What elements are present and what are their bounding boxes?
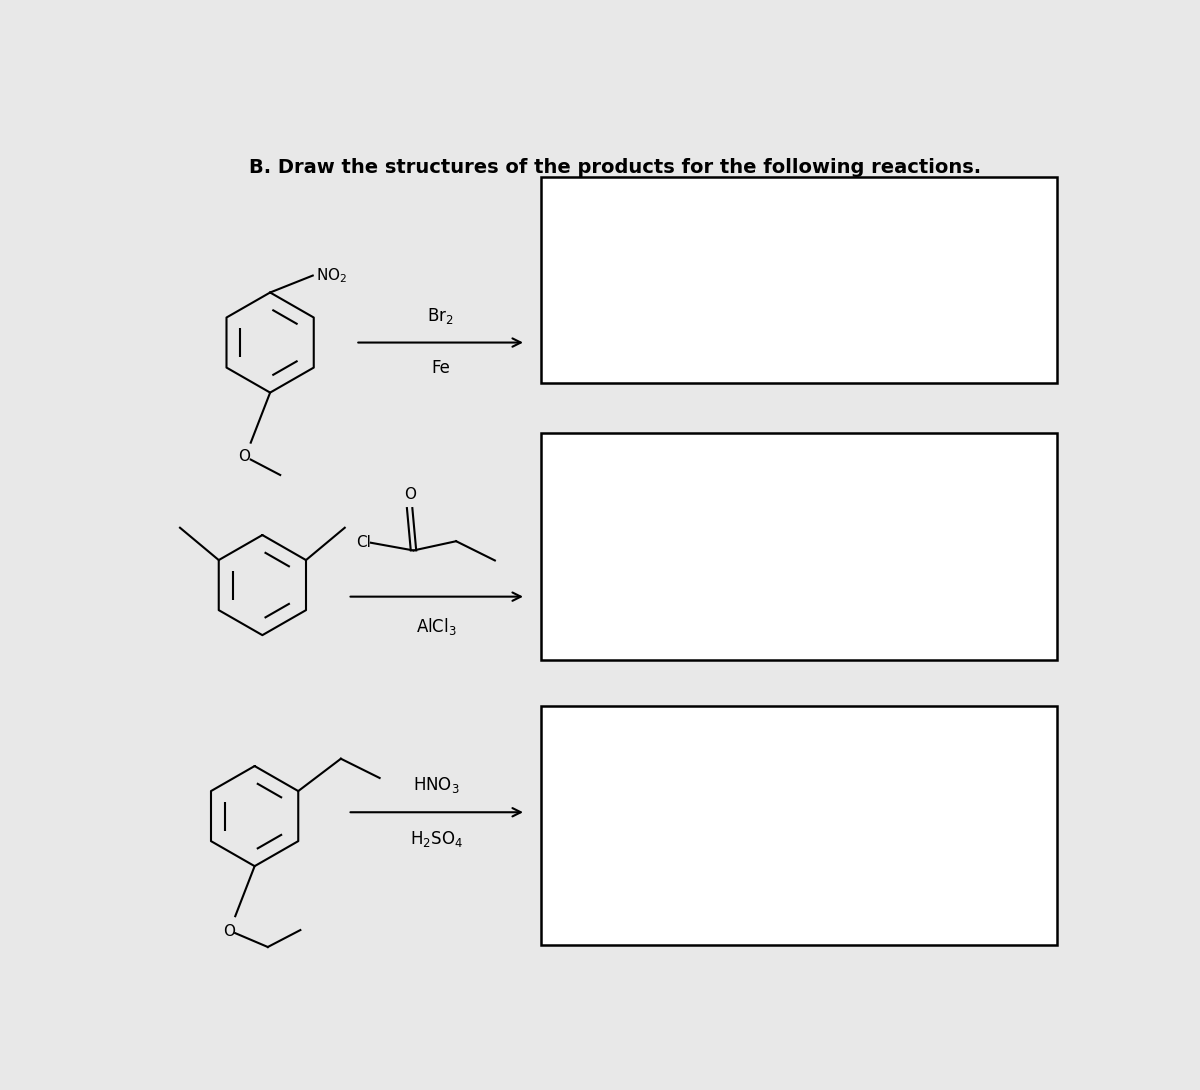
Bar <box>541 177 1057 383</box>
Text: Fe: Fe <box>431 360 450 377</box>
Text: AlCl$_3$: AlCl$_3$ <box>416 616 457 637</box>
Text: O: O <box>223 924 235 938</box>
Text: B. Draw the structures of the products for the following reactions.: B. Draw the structures of the products f… <box>248 158 982 177</box>
Text: H$_2$SO$_4$: H$_2$SO$_4$ <box>410 829 463 849</box>
Bar <box>541 433 1057 659</box>
Text: Cl: Cl <box>356 535 371 550</box>
Bar <box>541 705 1057 945</box>
Text: NO$_2$: NO$_2$ <box>316 266 347 284</box>
Text: O: O <box>403 487 415 501</box>
Text: HNO$_3$: HNO$_3$ <box>414 775 460 796</box>
Text: O: O <box>239 449 251 464</box>
Text: Br$_2$: Br$_2$ <box>427 305 454 326</box>
